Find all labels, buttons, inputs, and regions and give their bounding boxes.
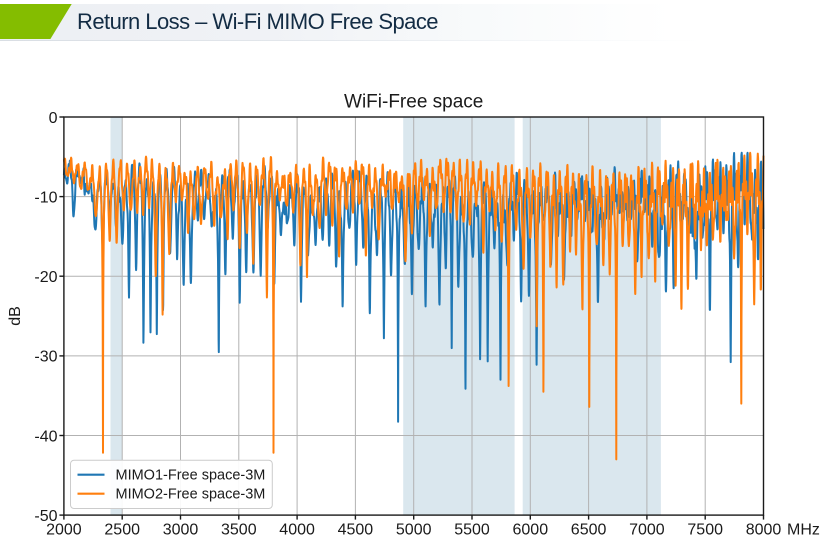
svg-text:4500: 4500	[338, 522, 374, 539]
svg-text:-50: -50	[34, 508, 57, 525]
svg-text:7000: 7000	[629, 522, 665, 539]
svg-text:0: 0	[49, 110, 58, 127]
svg-text:-20: -20	[34, 269, 57, 286]
svg-text:MIMO2-Free space-3M: MIMO2-Free space-3M	[116, 487, 266, 503]
svg-text:6500: 6500	[571, 522, 607, 539]
svg-text:8000: 8000	[746, 522, 782, 539]
svg-text:-30: -30	[34, 349, 57, 366]
svg-text:WiFi-Free space: WiFi-Free space	[344, 92, 483, 113]
svg-text:MIMO1-Free space-3M: MIMO1-Free space-3M	[116, 468, 266, 484]
svg-text:3500: 3500	[221, 522, 257, 539]
svg-text:-10: -10	[34, 189, 57, 206]
svg-text:6000: 6000	[513, 522, 549, 539]
svg-text:3000: 3000	[163, 522, 199, 539]
svg-text:5500: 5500	[454, 522, 490, 539]
svg-text:2000: 2000	[46, 522, 82, 539]
svg-text:7500: 7500	[687, 522, 723, 539]
svg-text:MHz: MHz	[787, 522, 820, 539]
svg-text:-40: -40	[34, 428, 57, 445]
svg-text:2500: 2500	[104, 522, 140, 539]
svg-text:dB: dB	[7, 306, 24, 326]
svg-text:4000: 4000	[279, 522, 315, 539]
svg-text:5000: 5000	[396, 522, 432, 539]
